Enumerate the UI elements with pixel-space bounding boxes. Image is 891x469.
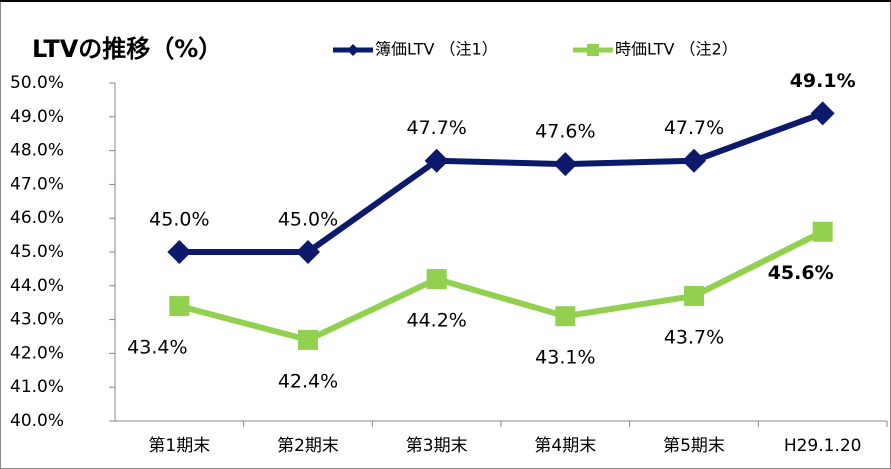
legend-label: 時価LTV （注2） [615, 40, 738, 59]
point [682, 148, 706, 173]
y-tick-label: 48.0% [10, 141, 64, 161]
point [424, 148, 449, 173]
y-tick-label: 45.0% [10, 242, 64, 262]
y-tick-label: 46.0% [10, 208, 64, 228]
x-tick-label: 第4期末 [534, 436, 596, 456]
legend-label: 簿価LTV （注1） [375, 40, 498, 59]
point [555, 306, 576, 327]
data-label: 44.2% [406, 310, 466, 332]
series-line [178, 229, 825, 344]
point [812, 221, 833, 242]
y-tick-label: 49.0% [10, 107, 64, 127]
data-label: 45.6% [768, 262, 834, 284]
x-tick-label: 第5期末 [663, 436, 725, 456]
point [553, 152, 578, 177]
data-label: 43.4% [127, 337, 187, 359]
legend-marker [347, 44, 359, 56]
legend-marker [587, 44, 599, 56]
data-label: 45.0% [149, 209, 209, 231]
point [810, 101, 835, 126]
series-line [179, 110, 824, 255]
x-tick-label: 第1期末 [148, 436, 210, 456]
x-tick-label: 第2期末 [277, 436, 339, 456]
data-label: 43.1% [535, 347, 595, 369]
point [167, 240, 192, 264]
data-label: 47.7% [406, 117, 466, 139]
point [296, 240, 320, 264]
y-tick-label: 41.0% [10, 377, 64, 397]
point [298, 329, 318, 350]
y-tick-label: 44.0% [10, 276, 64, 296]
chart-title: LTVの推移（%） [32, 35, 222, 63]
x-tick-label: H29.1.20 [784, 436, 862, 456]
y-tick-label: 50.0% [10, 73, 64, 93]
data-label: 47.6% [535, 121, 595, 143]
x-tick-label: 第3期末 [406, 436, 468, 456]
y-tick-label: 40.0% [10, 411, 64, 431]
data-label: 43.7% [664, 326, 724, 348]
point [426, 269, 447, 290]
data-label: 47.7% [664, 117, 724, 139]
y-tick-label: 47.0% [10, 174, 64, 194]
data-label: 42.4% [278, 370, 338, 392]
y-tick-label: 42.0% [10, 343, 64, 363]
point [684, 285, 704, 306]
point [169, 296, 190, 317]
y-tick-label: 43.0% [10, 310, 64, 330]
data-label: 49.1% [790, 70, 856, 92]
data-label: 45.0% [278, 209, 338, 231]
